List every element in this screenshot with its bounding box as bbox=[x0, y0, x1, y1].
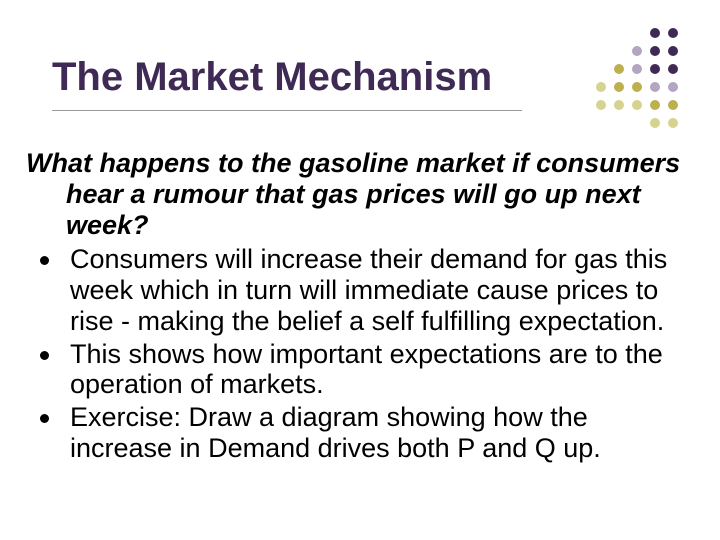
bullet-item: Exercise: Draw a diagram showing how the… bbox=[26, 402, 690, 464]
bullet-icon bbox=[40, 256, 49, 265]
deco-dot bbox=[632, 82, 642, 92]
deco-dot bbox=[650, 100, 660, 110]
deco-dot bbox=[650, 28, 660, 38]
decorative-dot-grid bbox=[524, 28, 690, 148]
bullet-icon bbox=[40, 351, 49, 360]
deco-dot bbox=[632, 100, 642, 110]
deco-dot bbox=[668, 82, 678, 92]
deco-dot bbox=[614, 82, 624, 92]
deco-dot bbox=[596, 82, 606, 92]
slide-body: What happens to the gasoline market if c… bbox=[26, 148, 690, 466]
deco-dot bbox=[596, 100, 606, 110]
deco-dot bbox=[650, 46, 660, 56]
bullet-text: Consumers will increase their demand for… bbox=[70, 244, 667, 336]
deco-dot bbox=[650, 118, 660, 128]
deco-dot bbox=[614, 100, 624, 110]
slide: The Market Mechanism What happens to the… bbox=[0, 0, 720, 540]
deco-dot bbox=[668, 118, 678, 128]
bullet-icon bbox=[40, 414, 49, 423]
deco-dot bbox=[668, 100, 678, 110]
deco-dot bbox=[668, 64, 678, 74]
deco-dot bbox=[650, 82, 660, 92]
bullet-text: Exercise: Draw a diagram showing how the… bbox=[70, 402, 601, 463]
bullet-text: This shows how important expectations ar… bbox=[70, 339, 663, 400]
deco-dot bbox=[632, 64, 642, 74]
deco-dot bbox=[650, 64, 660, 74]
bullet-item: Consumers will increase their demand for… bbox=[26, 244, 690, 336]
title-underline bbox=[52, 110, 522, 111]
question-text: What happens to the gasoline market if c… bbox=[26, 148, 690, 240]
deco-dot bbox=[614, 64, 624, 74]
deco-dot bbox=[668, 28, 678, 38]
slide-title: The Market Mechanism bbox=[52, 55, 492, 100]
bullet-item: This shows how important expectations ar… bbox=[26, 339, 690, 401]
deco-dot bbox=[668, 46, 678, 56]
deco-dot bbox=[632, 46, 642, 56]
